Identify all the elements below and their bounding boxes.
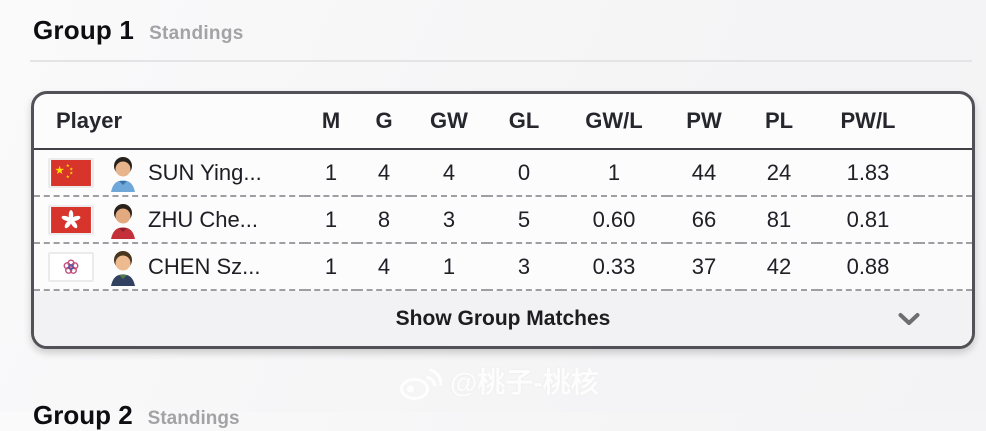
header-row: Player M G GW GL GW/L PW PL PW/L bbox=[34, 94, 972, 150]
player-cell[interactable]: CHEN Sz... bbox=[34, 243, 305, 291]
player-name[interactable]: SUN Ying... bbox=[148, 159, 262, 185]
cell-gl: 5 bbox=[487, 196, 561, 244]
standings-card: Player M G GW GL GW/L PW PL PW/L ★ bbox=[31, 91, 975, 349]
table-row[interactable]: CHEN Sz... 1 4 1 3 0.33 37 42 0.88 bbox=[34, 243, 972, 291]
svg-text:★: ★ bbox=[69, 166, 73, 171]
cell-g: 8 bbox=[357, 196, 411, 244]
col-header-gwl: GW/L bbox=[561, 94, 667, 150]
col-header-pl: PL bbox=[741, 94, 817, 150]
hong-kong-flag-icon bbox=[48, 204, 94, 235]
player-name[interactable]: ZHU Che... bbox=[148, 206, 259, 232]
watermark: @桃子-桃核 bbox=[398, 361, 599, 401]
col-header-spacer bbox=[919, 94, 972, 150]
player-cell[interactable]: ZHU Che... bbox=[34, 196, 305, 244]
cell-gw: 1 bbox=[411, 243, 487, 291]
standings-table: Player M G GW GL GW/L PW PL PW/L ★ bbox=[34, 94, 972, 291]
col-header-m: M bbox=[305, 94, 357, 150]
heading-divider bbox=[30, 60, 972, 62]
group-subtitle: Standings bbox=[149, 23, 244, 44]
cell-pl: 81 bbox=[741, 196, 817, 244]
player-avatar bbox=[111, 156, 135, 192]
player-avatar bbox=[111, 203, 135, 239]
cell-gw: 3 bbox=[411, 196, 487, 244]
svg-text:★: ★ bbox=[66, 174, 70, 179]
cell-gwl: 0.60 bbox=[561, 196, 667, 244]
cell-g: 4 bbox=[357, 243, 411, 291]
col-header-pwl: PW/L bbox=[817, 94, 919, 150]
svg-text:★: ★ bbox=[66, 162, 70, 167]
watermark-text: @桃子-桃核 bbox=[450, 367, 599, 398]
cell-pl: 42 bbox=[741, 243, 817, 291]
cell-spacer bbox=[919, 196, 972, 244]
cell-pl: 24 bbox=[741, 149, 817, 197]
next-section-heading: Group 2 Standings bbox=[33, 400, 240, 431]
chinese-taipei-flag-icon bbox=[48, 251, 94, 282]
section-heading: Group 1 Standings bbox=[33, 15, 244, 46]
cell-spacer bbox=[919, 149, 972, 197]
show-group-matches-button[interactable]: Show Group Matches bbox=[34, 291, 972, 346]
group-title: Group 1 bbox=[33, 15, 135, 45]
col-header-player: Player bbox=[34, 94, 305, 150]
cell-m: 1 bbox=[305, 196, 357, 244]
china-flag-icon: ★ ★ ★ ★ ★ bbox=[48, 157, 94, 188]
cell-m: 1 bbox=[305, 149, 357, 197]
show-group-matches-label: Show Group Matches bbox=[395, 306, 611, 330]
table-row[interactable]: ZHU Che... 1 8 3 5 0.60 66 81 0.81 bbox=[34, 196, 972, 244]
cell-gwl: 0.33 bbox=[561, 243, 667, 291]
chevron-down-icon[interactable] bbox=[898, 312, 920, 325]
next-group-subtitle: Standings bbox=[147, 408, 240, 429]
cell-gl: 0 bbox=[487, 149, 561, 197]
col-header-gw: GW bbox=[411, 94, 487, 150]
cell-m: 1 bbox=[305, 243, 357, 291]
cell-pw: 66 bbox=[667, 196, 741, 244]
cell-pw: 44 bbox=[667, 149, 741, 197]
col-header-gl: GL bbox=[487, 94, 561, 150]
cell-pwl: 0.88 bbox=[817, 243, 919, 291]
player-avatar bbox=[111, 250, 135, 286]
weibo-icon bbox=[400, 368, 442, 400]
table-row[interactable]: ★ ★ ★ ★ ★ SUN Ying... bbox=[34, 149, 972, 197]
player-cell[interactable]: ★ ★ ★ ★ ★ SUN Ying... bbox=[34, 149, 305, 197]
cell-gl: 3 bbox=[487, 243, 561, 291]
col-header-g: G bbox=[357, 94, 411, 150]
svg-text:★: ★ bbox=[55, 164, 65, 176]
cell-gw: 4 bbox=[411, 149, 487, 197]
cell-pwl: 1.83 bbox=[817, 149, 919, 197]
cell-gwl: 1 bbox=[561, 149, 667, 197]
cell-pwl: 0.81 bbox=[817, 196, 919, 244]
cell-spacer bbox=[919, 243, 972, 291]
svg-text:★: ★ bbox=[69, 170, 73, 175]
col-header-pw: PW bbox=[667, 94, 741, 150]
player-name[interactable]: CHEN Sz... bbox=[148, 253, 261, 279]
next-group-title: Group 2 bbox=[33, 400, 133, 430]
cell-g: 4 bbox=[357, 149, 411, 197]
cell-pw: 37 bbox=[667, 243, 741, 291]
